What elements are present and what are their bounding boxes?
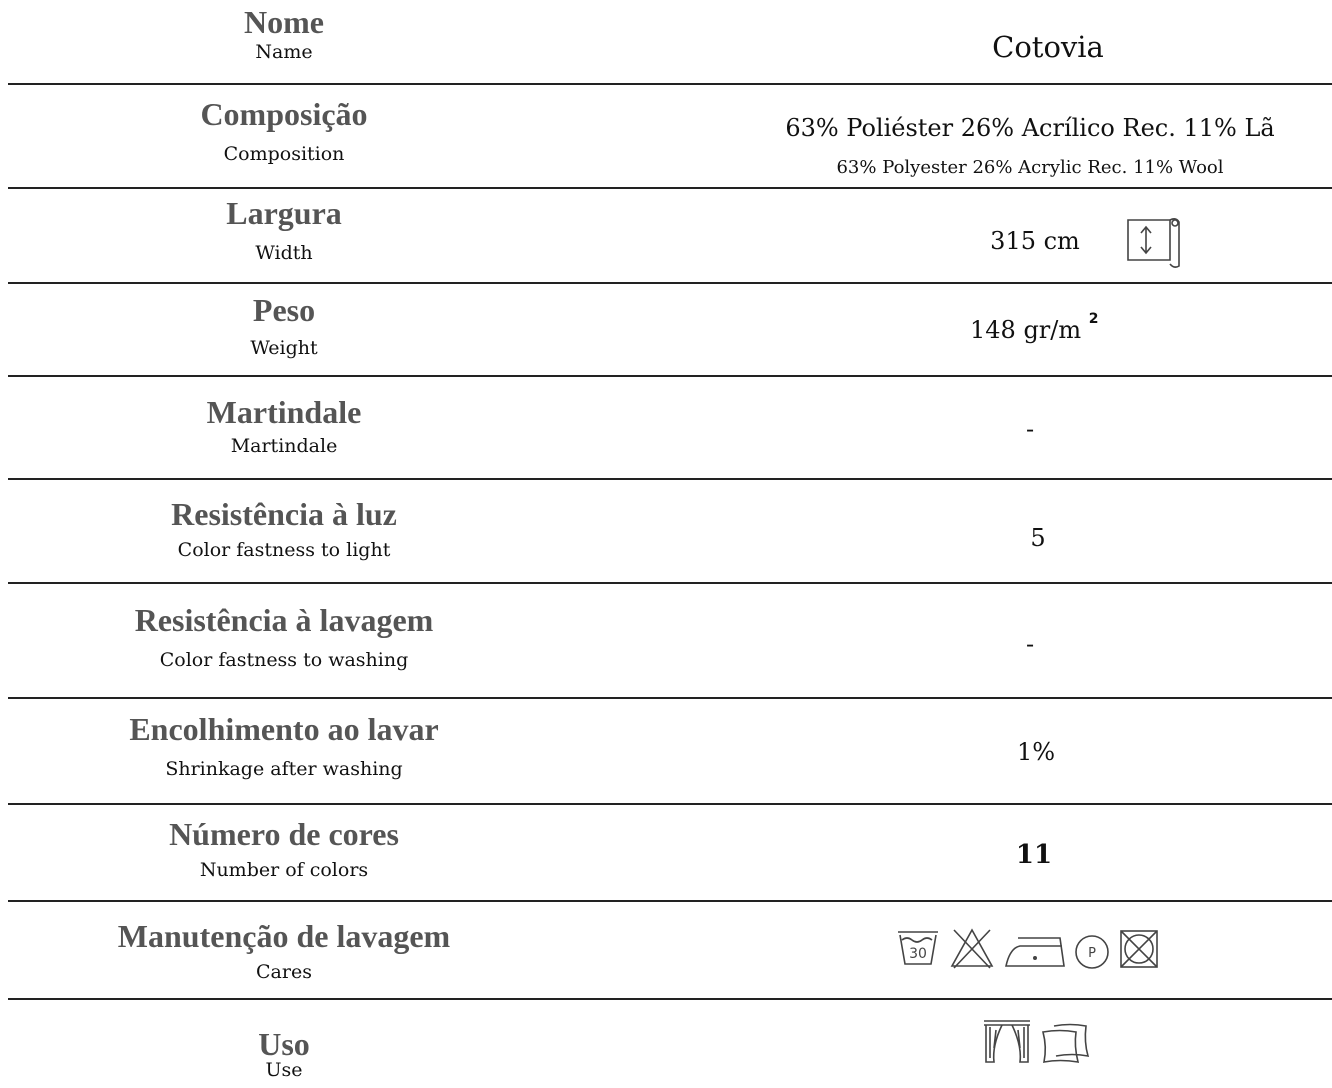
label-en: Composition xyxy=(223,143,345,165)
cushion-icon xyxy=(1042,1023,1090,1064)
divider xyxy=(8,478,1332,480)
value-wash-fastness: - xyxy=(1025,630,1035,658)
label-shrinkage: Encolhimento ao lavar Shrinkage after wa… xyxy=(0,711,568,781)
label-pt: Resistência à luz xyxy=(171,496,397,532)
label-pt: Largura xyxy=(226,195,342,231)
label-width: Largura Width xyxy=(0,195,568,265)
label-pt: Composição xyxy=(200,96,368,132)
value-width: 315 cm xyxy=(990,227,1080,255)
divider xyxy=(8,187,1332,189)
divider xyxy=(8,900,1332,902)
label-en: Color fastness to washing xyxy=(159,649,409,671)
label-martindale: Martindale Martindale xyxy=(0,394,568,458)
label-pt: Uso xyxy=(258,1026,310,1062)
no-bleach-icon xyxy=(950,928,994,969)
label-care: Manutenção de lavagem Cares xyxy=(0,918,568,984)
value-color-count: 11 xyxy=(1015,840,1053,870)
no-tumble-dry-icon xyxy=(1120,930,1158,968)
label-en: Name xyxy=(255,41,313,63)
divider xyxy=(8,803,1332,805)
label-en: Shrinkage after washing xyxy=(165,758,403,780)
dry-clean-letter: P xyxy=(1088,946,1096,961)
label-pt: Martindale xyxy=(206,394,362,430)
label-pt: Resistência à lavagem xyxy=(134,602,434,638)
divider xyxy=(8,282,1332,284)
dry-clean-p-icon: P xyxy=(1075,935,1109,969)
iron-low-icon xyxy=(1005,937,1065,967)
value-weight: 148 gr/m 2 xyxy=(970,311,1140,344)
label-en: Color fastness to light xyxy=(177,539,391,561)
label-use: Uso Use xyxy=(0,1026,568,1082)
label-name: Nome Name xyxy=(0,4,568,64)
value-weight-superscript: 2 xyxy=(1088,311,1099,327)
label-en: Number of colors xyxy=(199,859,369,881)
divider xyxy=(8,582,1332,584)
wash-30-icon: 30 xyxy=(898,931,938,965)
label-en: Cares xyxy=(256,961,312,983)
divider xyxy=(8,83,1332,85)
label-pt: Nome xyxy=(244,4,324,40)
value-name: Cotovia xyxy=(992,30,1104,64)
label-en: Width xyxy=(255,242,313,264)
value-weight-number: 148 gr/m xyxy=(970,316,1082,344)
label-pt: Manutenção de lavagem xyxy=(117,918,451,954)
value-light-fastness: 5 xyxy=(1030,524,1046,552)
wash-temperature: 30 xyxy=(909,946,927,962)
label-en: Martindale xyxy=(230,435,338,457)
fabric-roll-width-icon xyxy=(1127,218,1180,268)
label-en: Weight xyxy=(250,337,318,359)
curtains-icon xyxy=(984,1020,1030,1063)
value-shrinkage: 1% xyxy=(1016,738,1056,766)
divider xyxy=(8,375,1332,377)
divider xyxy=(8,697,1332,699)
value-composition: 63% Poliéster 26% Acrílico Rec. 11% Lã xyxy=(785,114,1275,142)
label-composition: Composição Composition xyxy=(0,96,568,166)
label-pt: Peso xyxy=(252,292,316,328)
label-color-count: Número de cores Number of colors xyxy=(0,816,568,882)
divider xyxy=(8,998,1332,1000)
value-composition-en: 63% Polyester 26% Acrylic Rec. 11% Wool xyxy=(836,157,1224,178)
label-pt: Encolhimento ao lavar xyxy=(129,711,439,747)
label-pt: Número de cores xyxy=(169,816,399,852)
label-wash-fastness: Resistência à lavagem Color fastness to … xyxy=(0,602,568,672)
label-light-fastness: Resistência à luz Color fastness to ligh… xyxy=(0,496,568,562)
value-martindale: - xyxy=(1025,415,1035,443)
label-weight: Peso Weight xyxy=(0,292,568,360)
label-en: Use xyxy=(265,1059,303,1081)
